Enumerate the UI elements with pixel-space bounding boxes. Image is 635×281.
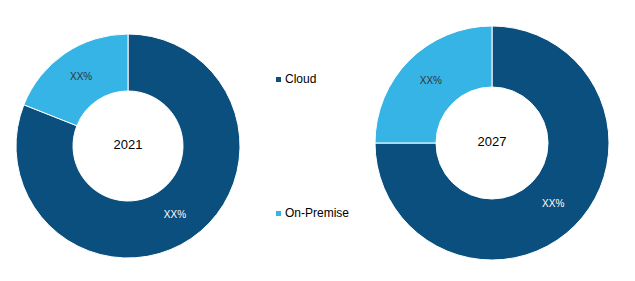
center-title: 2027 — [478, 134, 507, 149]
data-labels: XX% XX% — [420, 75, 565, 208]
slices — [375, 26, 609, 260]
slice — [375, 26, 492, 143]
legend-item: Cloud — [276, 72, 316, 86]
data-label: XX% — [542, 198, 564, 209]
slices — [16, 34, 240, 258]
data-label: XX% — [70, 71, 92, 82]
slice — [16, 34, 240, 258]
data-labels: XX% XX% — [70, 71, 186, 220]
legend-item: On-Premise — [276, 206, 349, 220]
legend-swatch — [276, 211, 281, 216]
legend-label: On-Premise — [285, 206, 349, 220]
legend-label: Cloud — [285, 72, 316, 86]
slice — [24, 34, 128, 126]
donut-chart: XX% XX% 2027 — [375, 26, 609, 260]
data-label: XX% — [164, 209, 186, 220]
legend-swatch — [276, 77, 281, 82]
legend: Cloud On-Premise — [276, 72, 349, 220]
slice — [375, 26, 609, 260]
chart-canvas: XX% XX% 2021 XX% XX% 2027 Cloud On-Premise — [0, 0, 635, 281]
donut-chart: XX% XX% 2021 — [16, 34, 240, 258]
center-title: 2021 — [114, 137, 143, 152]
data-label: XX% — [420, 75, 442, 86]
